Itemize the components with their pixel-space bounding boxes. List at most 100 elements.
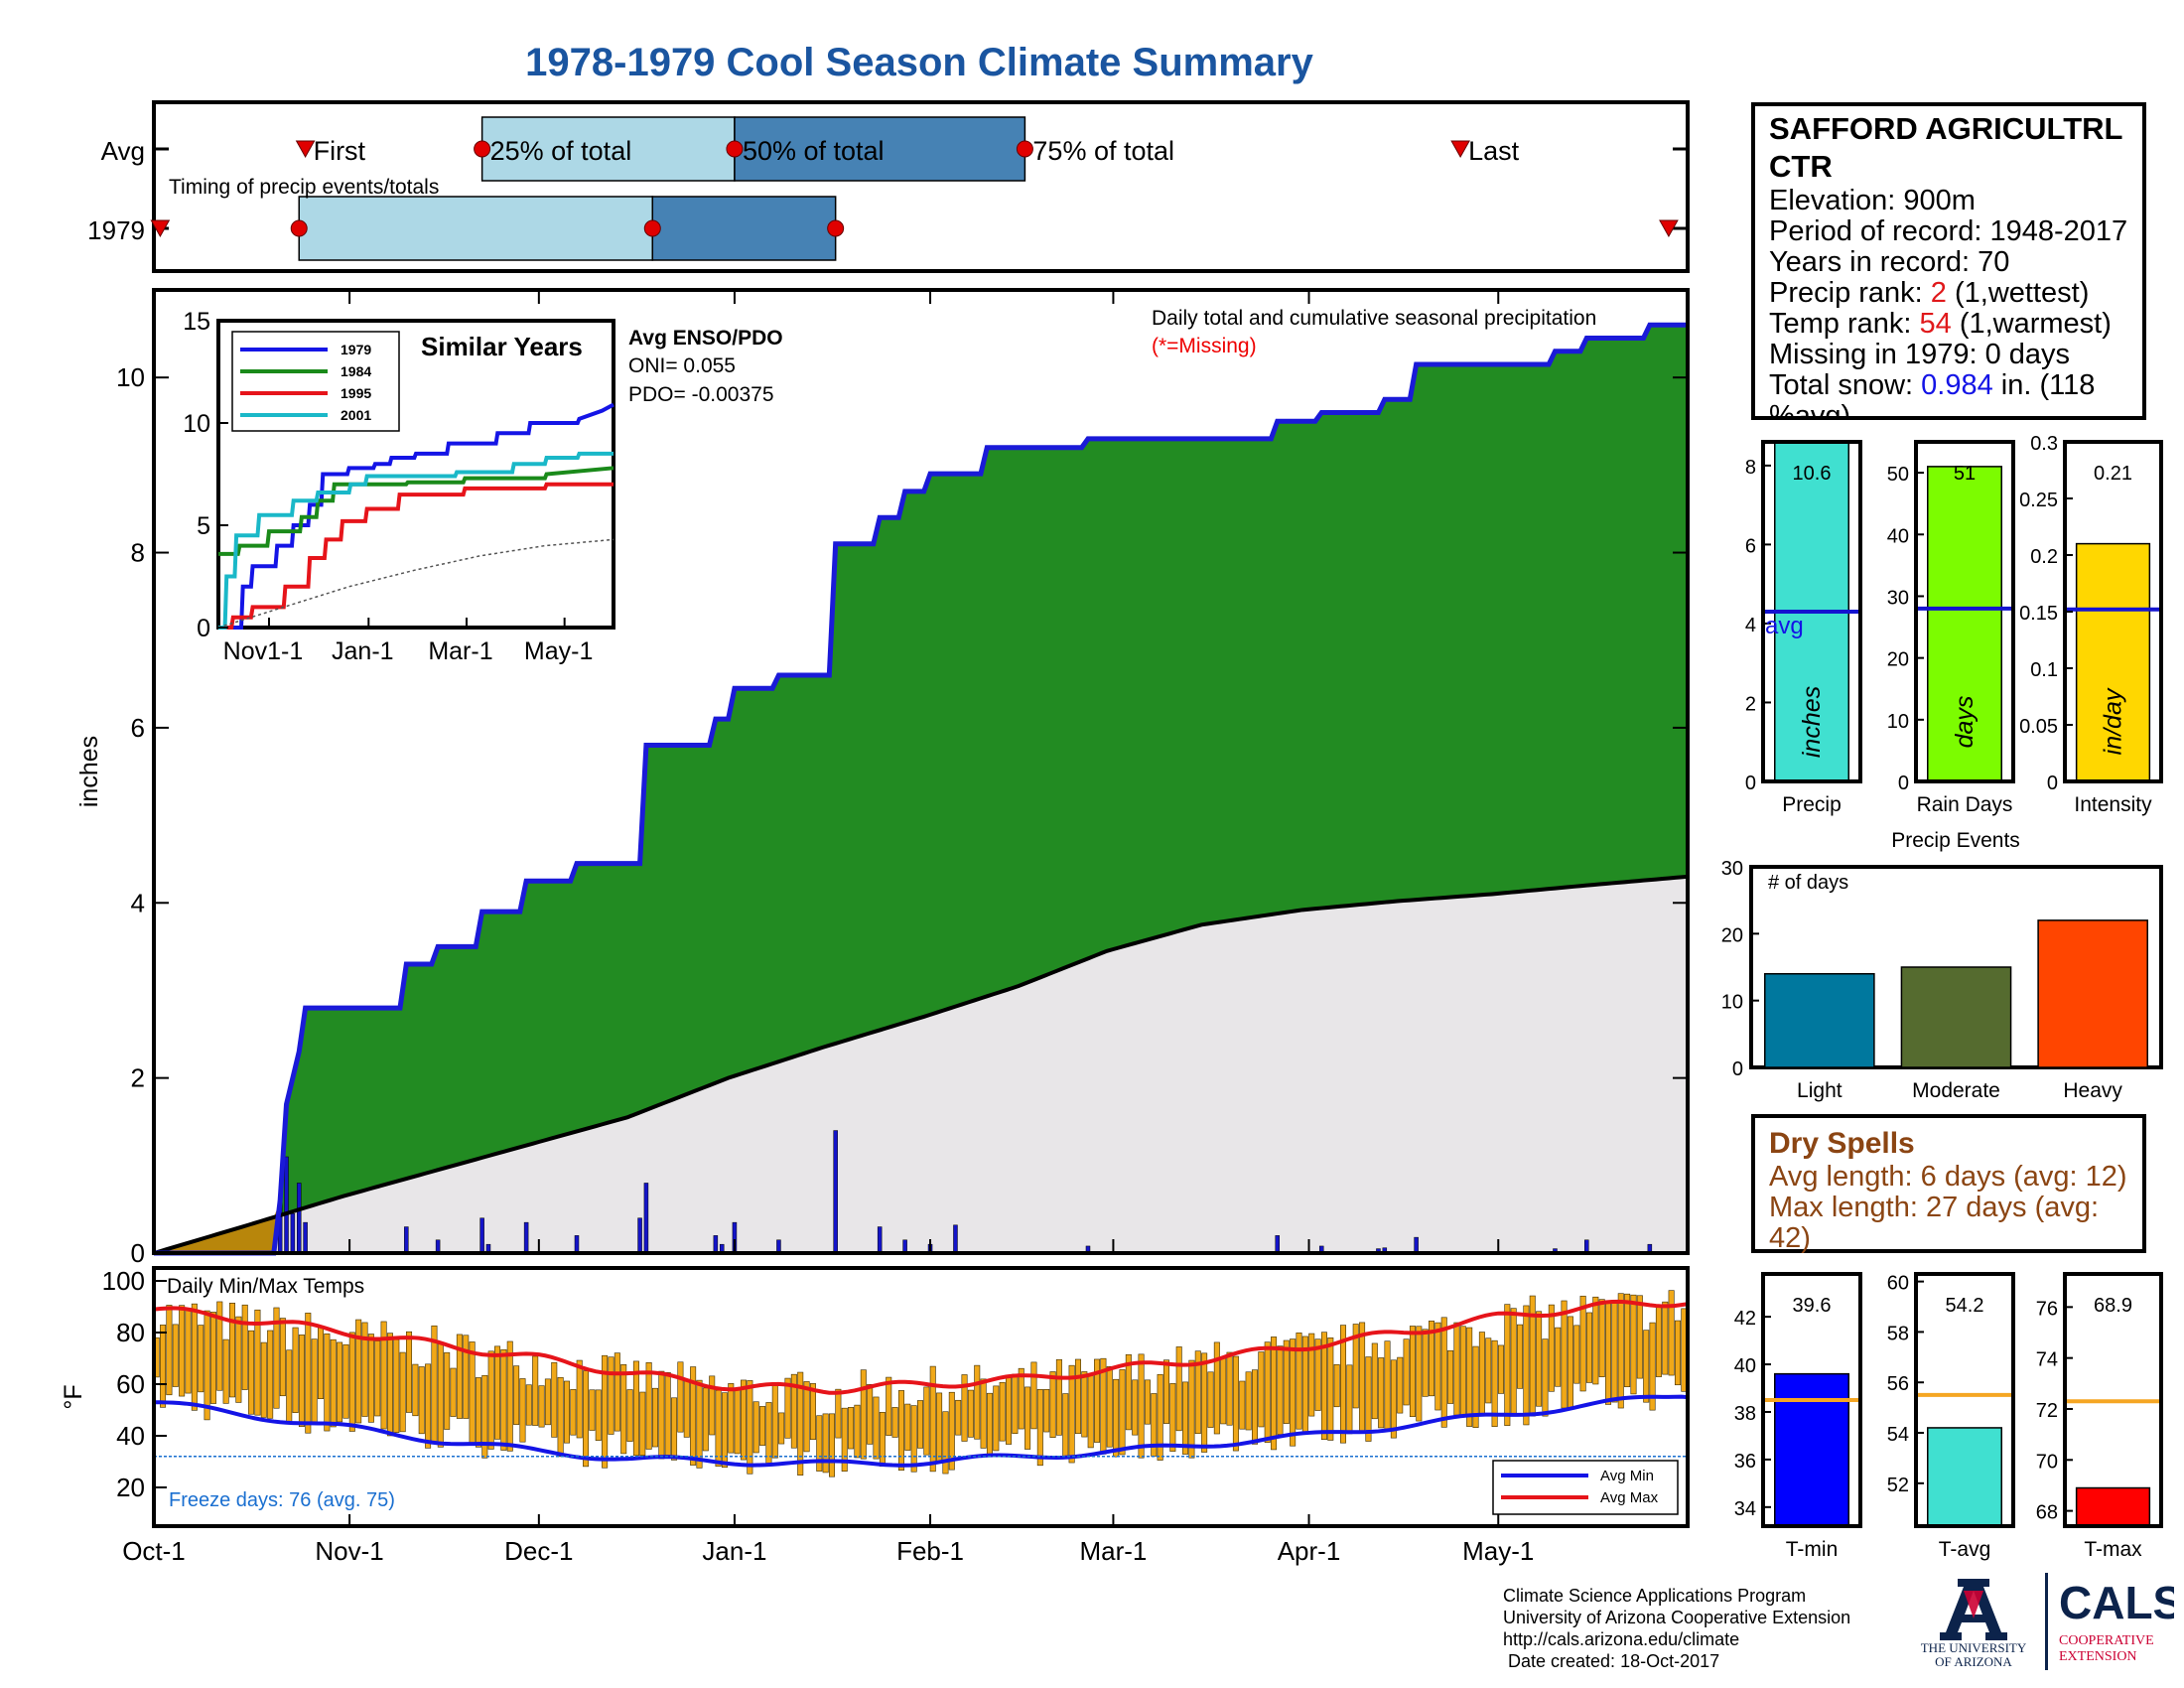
daily-temp-bar — [160, 1325, 167, 1408]
daily-temp-bar — [1365, 1356, 1372, 1442]
daily-temp-bar — [1440, 1317, 1447, 1428]
daily-temp-bar — [923, 1386, 930, 1456]
events-y-tick-label: 20 — [1721, 924, 1743, 946]
temp-rank-note: (1,warmest) — [1951, 308, 2112, 340]
daily-temp-bar — [658, 1370, 665, 1460]
daily-temp-bar — [241, 1304, 248, 1390]
daily-temp-bar — [1314, 1338, 1321, 1411]
daily-temp-bar — [1132, 1379, 1139, 1436]
precip-rank-value: 2 — [1930, 277, 1947, 309]
dry-spells-box: Dry Spells Avg length: 6 days (avg: 12) … — [1751, 1114, 2146, 1254]
temp-rank: Temp rank: 54 (1,warmest) — [1769, 309, 2142, 340]
event-category-label: Moderate — [1912, 1079, 2000, 1102]
inset-y-tick-label: 5 — [197, 512, 210, 540]
daily-temp-bar — [948, 1391, 955, 1471]
daily-temp-bar — [651, 1387, 658, 1448]
daily-temp-bar — [1617, 1293, 1624, 1409]
timing-first-last-marker — [150, 219, 171, 238]
daily-temp-bar — [248, 1330, 255, 1415]
daily-precip-bar — [643, 1183, 649, 1254]
daily-temp-bar — [752, 1401, 759, 1454]
daily-temp-bar — [1403, 1338, 1410, 1406]
legend-label-avg-min: Avg Min — [1600, 1468, 1654, 1484]
daily-temp-bar — [1668, 1290, 1675, 1376]
station-info-box: SAFFORD AGRICULTRL CTR Elevation: 900m P… — [1751, 102, 2146, 420]
daily-temp-bar — [1036, 1388, 1043, 1467]
daily-temp-bar — [570, 1389, 577, 1436]
daily-temp-bar — [235, 1316, 242, 1403]
timing-box-late — [651, 196, 837, 261]
tmin-value-bar — [1774, 1372, 1849, 1527]
daily-temp-bar — [1277, 1345, 1284, 1435]
daily-temp-bar — [974, 1364, 981, 1440]
cumulative-1979-line — [154, 322, 1688, 1256]
daily-temp-bar — [1592, 1296, 1599, 1385]
daily-temp-bar — [1327, 1337, 1334, 1441]
daily-temp-bar — [1655, 1304, 1662, 1377]
rain_days-y-tick-label: 30 — [1887, 587, 1909, 609]
daily-temp-bar — [1523, 1305, 1530, 1426]
legend-label-avg-max: Avg Max — [1600, 1489, 1659, 1506]
daily-temp-bar — [475, 1377, 481, 1448]
daily-temp-bar — [664, 1372, 671, 1456]
timing-box-early — [480, 116, 736, 182]
daily-temp-bar — [1113, 1378, 1120, 1458]
intensity-y-tick-label: 0.2 — [2030, 546, 2058, 568]
events-y-label: # of days — [1768, 872, 1848, 894]
precip-rank-label: Precip rank: — [1769, 277, 1931, 309]
daily-temp-bar — [1567, 1316, 1573, 1409]
y-tick-label: 10 — [116, 362, 145, 392]
missing-days: Missing in 1979: 0 days — [1769, 339, 2071, 370]
daily-temp-bar — [305, 1313, 312, 1434]
tmin-x-label: T-min — [1786, 1538, 1839, 1561]
timing-percentile-marker — [1016, 140, 1033, 158]
x-tick-label: Mar-1 — [1079, 1536, 1147, 1566]
avg-min-line — [153, 1394, 1689, 1468]
daily-temp-bar — [747, 1380, 753, 1475]
daily-temp-bar — [1643, 1330, 1650, 1403]
precip_total-y-tick-label: 0 — [1745, 773, 1756, 794]
daily-precip-bar — [833, 1130, 838, 1254]
dry-spells-max: Max length: 27 days (avg: 42) — [1769, 1192, 2100, 1254]
legend-label-1979: 1979 — [341, 342, 371, 357]
above-average-area — [154, 325, 1689, 1254]
daily-temp-bar — [1466, 1327, 1473, 1427]
daily-temp-bar — [790, 1373, 797, 1449]
daily-temp-bar — [324, 1333, 331, 1432]
daily-temp-bar — [1510, 1308, 1517, 1414]
daily-temp-bar — [1453, 1322, 1460, 1416]
daily-temp-bar — [469, 1341, 476, 1446]
daily-temp-bar — [191, 1303, 198, 1411]
daily-precip-bar — [637, 1217, 642, 1254]
freeze-days-label: Freeze days: 76 (avg. 75) — [169, 1489, 395, 1511]
y-tick-label: 2 — [131, 1063, 145, 1093]
daily-temp-bar — [437, 1342, 444, 1448]
dry-spells-title: Dry Spells — [1769, 1127, 1915, 1160]
daily-temp-bar — [1138, 1353, 1145, 1459]
daily-temp-bar — [500, 1348, 507, 1451]
temps-title: Daily Min/Max Temps — [167, 1275, 364, 1298]
timing-caption: Timing of precip events/totals — [169, 176, 439, 199]
daily-temp-bar — [348, 1332, 355, 1432]
timing-first-last-marker — [1659, 219, 1679, 238]
daily-temp-bar — [740, 1379, 748, 1461]
tmax-value-label: 68.9 — [2094, 1295, 2132, 1317]
daily-temp-bar — [1320, 1332, 1327, 1440]
daily-temp-bar — [172, 1324, 179, 1387]
daily-temp-bar — [1548, 1304, 1555, 1392]
station-name: SAFFORD AGRICULTRL CTR — [1769, 111, 2122, 184]
timing-box-early — [298, 196, 654, 261]
daily-temp-bar — [1055, 1358, 1062, 1436]
daily-temp-bar — [955, 1399, 962, 1436]
daily-temp-bar — [1087, 1375, 1094, 1449]
tavg-value-bar — [1927, 1427, 2002, 1527]
daily-temp-bar — [1125, 1353, 1132, 1431]
daily-temp-bar — [166, 1305, 173, 1396]
daily-temp-bar — [1194, 1350, 1201, 1435]
y-tick-label: 8 — [131, 538, 145, 568]
footer-line-3: http://cals.arizona.edu/climate — [1503, 1629, 1740, 1649]
cals-logo-line-2: EXTENSION — [2059, 1649, 2137, 1664]
daily-temp-bar — [841, 1407, 848, 1473]
tmax-x-label: T-max — [2084, 1538, 2142, 1561]
